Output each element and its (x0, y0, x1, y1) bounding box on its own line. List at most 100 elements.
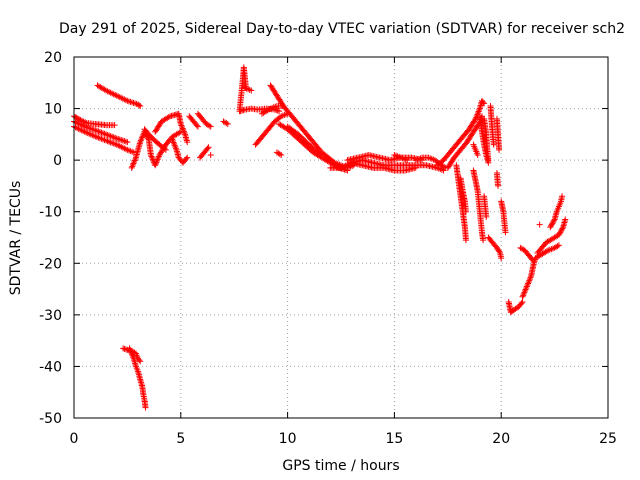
data-point (149, 154, 156, 161)
data-point (494, 182, 501, 189)
data-point (121, 138, 128, 145)
data-point (184, 139, 191, 146)
data-point (181, 129, 188, 136)
data-point (129, 163, 136, 170)
data-point (172, 143, 179, 150)
data-point (86, 125, 93, 132)
data-point (548, 222, 555, 229)
data-point (87, 125, 94, 132)
data-point (171, 140, 178, 147)
data-point (155, 153, 162, 160)
data-point (498, 255, 505, 262)
data-point (147, 151, 154, 158)
data-point (137, 102, 144, 109)
data-point (239, 107, 246, 114)
data-point (148, 153, 155, 160)
data-point (169, 137, 176, 144)
data-point (471, 117, 478, 124)
data-point (524, 282, 531, 289)
data-point (237, 108, 244, 115)
data-point (527, 274, 534, 281)
y-tick-label: 10 (44, 102, 62, 118)
data-point (530, 257, 537, 264)
data-point (169, 136, 176, 143)
data-point (142, 404, 149, 411)
data-point (180, 128, 187, 135)
data-point (206, 122, 213, 129)
data-point (138, 136, 145, 143)
data-point (76, 116, 83, 123)
x-tick-label: 20 (492, 431, 510, 447)
data-point (179, 123, 186, 130)
data-point (131, 158, 138, 165)
data-point (130, 160, 137, 167)
axis-ticks: 0 5 10 15 20 25 20 10 0 -10 -20 -30 -40 -50 (39, 50, 617, 447)
data-point (475, 108, 482, 115)
data-point (248, 87, 255, 94)
data-point (124, 139, 131, 146)
chart-title: Day 291 of 2025, Sidereal Day-to-day VTE… (59, 21, 625, 37)
data-point (72, 114, 79, 121)
data-point (481, 100, 488, 107)
data-point (462, 237, 469, 244)
plot-frame (73, 56, 609, 419)
data-point (475, 109, 482, 116)
data-point (207, 123, 214, 130)
data-point (171, 142, 178, 149)
data-point (129, 161, 136, 168)
data-point (152, 162, 159, 169)
data-point (130, 354, 137, 361)
data-point (557, 229, 564, 236)
data-point (127, 348, 134, 355)
data-point (193, 122, 200, 129)
data-point (179, 125, 186, 132)
y-tick-label: 20 (44, 50, 62, 66)
data-point (128, 349, 135, 356)
data-point (555, 242, 562, 249)
data-point (476, 107, 483, 114)
data-point (122, 138, 129, 145)
x-tick-label: 15 (385, 431, 403, 447)
data-point (522, 286, 529, 293)
data-point (526, 276, 533, 283)
data-point (485, 157, 492, 164)
data-point (529, 256, 536, 263)
data-point (176, 129, 183, 136)
x-tick-label: 25 (599, 431, 617, 447)
grid-layer (74, 57, 608, 418)
data-point (276, 108, 283, 115)
data-points-layer (71, 64, 569, 411)
data-point (519, 293, 526, 300)
data-point (519, 298, 526, 305)
data-point (472, 115, 479, 122)
data-point (480, 237, 487, 244)
data-point (119, 137, 126, 144)
data-point (73, 114, 80, 121)
data-point (523, 284, 530, 291)
data-point (204, 145, 211, 152)
data-point (170, 139, 177, 146)
data-point (165, 114, 172, 121)
data-point (525, 280, 532, 287)
data-point (554, 243, 561, 250)
data-point (266, 106, 273, 113)
data-point (136, 102, 143, 109)
data-point (137, 139, 144, 146)
data-point (139, 134, 146, 141)
data-point (550, 217, 557, 224)
data-point (548, 221, 555, 228)
data-point (412, 164, 419, 171)
data-point (132, 156, 139, 163)
data-point (121, 345, 128, 352)
data-point (177, 121, 184, 128)
data-point (127, 346, 134, 353)
data-point (404, 157, 411, 164)
data-point (205, 144, 212, 151)
data-point (536, 221, 543, 228)
data-point (178, 122, 185, 129)
data-point (120, 345, 127, 352)
data-point (129, 352, 136, 359)
data-point (278, 151, 285, 158)
data-point (502, 229, 509, 236)
